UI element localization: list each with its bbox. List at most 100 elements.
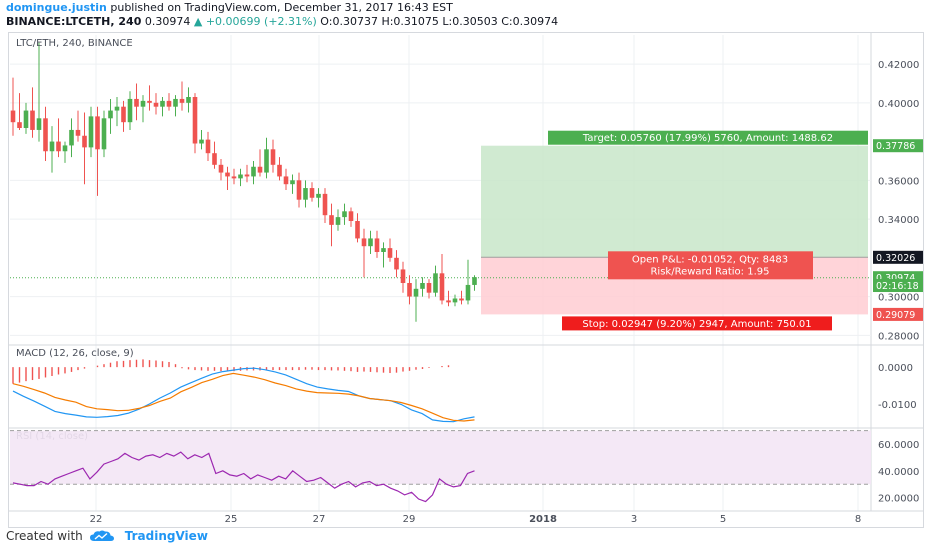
- price-pane-title: LTC/ETH, 240, BINANCE: [16, 38, 133, 49]
- rsi-tick-label: 40.0000: [878, 467, 919, 478]
- candle-body: [231, 176, 237, 179]
- candle-body: [147, 100, 152, 103]
- macd-pane-title: MACD (12, 26, close, 9): [16, 348, 134, 359]
- candle-body: [283, 176, 289, 185]
- x-axis-label: 29: [403, 514, 416, 525]
- candle-body: [205, 139, 211, 154]
- candle-body: [387, 248, 393, 258]
- x-axis-label: 8: [855, 514, 861, 525]
- candle-body: [348, 211, 354, 221]
- stop-label: Stop: 0.02947 (9.20%) 2947, Amount: 750.…: [582, 319, 811, 330]
- last-price: 0.30974: [144, 15, 191, 28]
- x-axis-label: 2018: [529, 514, 557, 525]
- tradingview-cloud-icon: [89, 530, 114, 541]
- candle-body: [23, 110, 29, 128]
- candle-body: [199, 139, 204, 144]
- x-axis-label: 3: [631, 514, 637, 525]
- candle-body: [134, 98, 139, 107]
- candle-body: [17, 122, 22, 128]
- price-tag-bg: [873, 139, 923, 153]
- rsi-tick-label: 20.0000: [878, 494, 919, 505]
- price-tick-label: 0.36000: [878, 176, 919, 187]
- candle-body: [433, 273, 438, 293]
- candle-body: [101, 118, 107, 150]
- candle-body: [69, 129, 74, 146]
- chart-frame: [8, 32, 924, 528]
- price-tick-label: 0.30000: [878, 293, 919, 304]
- candle-body: [108, 110, 113, 119]
- created-with-text: Created with: [6, 529, 83, 543]
- candle-body: [303, 188, 308, 200]
- candle-body: [270, 149, 276, 165]
- candle-body: [329, 215, 334, 225]
- candle-body: [166, 100, 172, 107]
- pnl-label: Open P&L: -0.01052, Qty: 8483: [632, 254, 788, 265]
- candle-body: [316, 193, 321, 198]
- price-tag: 0.32026: [876, 253, 915, 264]
- symbol-line: BINANCE:LTCETH, 240 0.30974 ▲ +0.00699 (…: [6, 15, 558, 28]
- candle-body: [251, 166, 256, 177]
- candle-body: [95, 116, 100, 150]
- price-tick-label: 0.28000: [878, 331, 919, 342]
- price-tick-label: 0.40000: [878, 99, 919, 110]
- candle-body: [290, 180, 295, 185]
- candle-body: [400, 269, 406, 283]
- target-label-bg: [548, 130, 868, 145]
- candle-body: [368, 238, 373, 247]
- symbol-label: BINANCE:LTCETH, 240: [6, 15, 142, 28]
- candle-body: [160, 100, 165, 107]
- rsi-tick-label: 60.0000: [878, 440, 919, 451]
- candle-body: [381, 248, 386, 252]
- candle-body: [309, 188, 315, 198]
- price-tick-label: 0.34000: [878, 215, 919, 226]
- price-tag-bg: [873, 307, 923, 321]
- candle-body: [472, 277, 477, 285]
- candle-body: [186, 97, 191, 103]
- price-tag: 0.29079: [876, 310, 915, 321]
- candle-body: [335, 217, 341, 225]
- target-label: Target: 0.05760 (17.99%) 5760, Amount: 1…: [582, 133, 833, 144]
- publish-line: domingue.justin published on TradingView…: [6, 1, 453, 14]
- candle-body: [394, 257, 399, 270]
- pnl-label-bg: [608, 251, 813, 280]
- candle-body: [459, 298, 464, 301]
- candle-body: [218, 164, 224, 173]
- candle-body: [49, 141, 55, 152]
- price-tick-label: 0.42000: [878, 60, 919, 71]
- author-link[interactable]: domingue.justin: [6, 1, 107, 14]
- tradingview-brand[interactable]: TradingView: [124, 529, 208, 543]
- risk-reward-label: Risk/Reward Ratio: 1.95: [650, 266, 769, 277]
- candle-body: [374, 238, 380, 252]
- candle-body: [264, 149, 269, 173]
- macd-tick-label: 0.0000: [878, 363, 913, 374]
- candle-body: [439, 273, 445, 301]
- x-axis-label: 27: [313, 514, 326, 525]
- candle-body: [413, 288, 419, 297]
- candle-body: [212, 153, 217, 165]
- price-tag: 0.37786: [876, 141, 915, 152]
- candle-body: [62, 145, 68, 152]
- candle-body: [238, 174, 243, 179]
- candle-body: [179, 98, 185, 103]
- candle-body: [407, 283, 412, 297]
- target-zone: [481, 145, 868, 258]
- price-tag-bg: [873, 279, 923, 293]
- candle-body: [82, 135, 87, 148]
- up-triangle-icon: ▲: [193, 15, 203, 28]
- ohlc-open: O:0.30737: [320, 15, 378, 28]
- rsi-line: [12, 451, 475, 503]
- candle-body: [121, 106, 126, 123]
- price-change: +0.00699 (+2.31%): [205, 15, 317, 28]
- x-axis-label: 25: [225, 514, 238, 525]
- candle-body: [296, 180, 302, 200]
- candle-body: [257, 166, 263, 173]
- price-tag: 0.30974: [876, 273, 915, 284]
- signal-line: [12, 372, 475, 422]
- macd-tick-label: -0.0100: [878, 400, 917, 411]
- candle-body: [361, 238, 367, 247]
- candle-body: [277, 164, 282, 177]
- stop-label-bg: [562, 316, 832, 331]
- candle-body: [225, 172, 230, 177]
- candle-body: [452, 298, 458, 303]
